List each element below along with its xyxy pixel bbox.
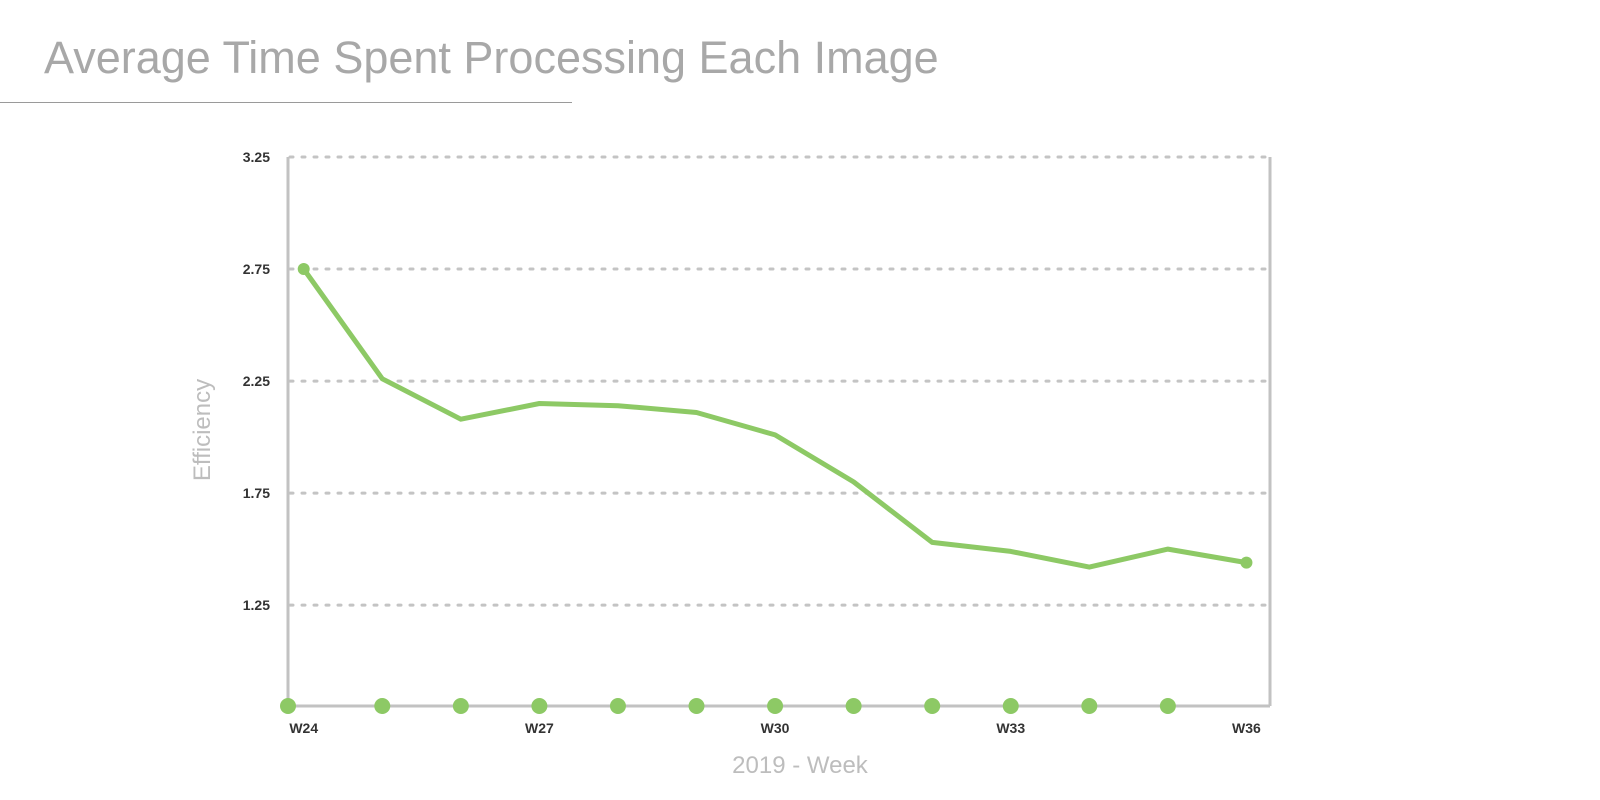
x-axis-marker: [924, 698, 941, 714]
data-point-end: [1240, 556, 1253, 569]
x-tick-label: W24: [289, 720, 318, 736]
y-tick-label: 1.75: [243, 485, 270, 501]
axes: [286, 157, 1272, 708]
title-underline: [0, 102, 572, 103]
x-axis-marker: [280, 698, 296, 714]
x-category-markers: [280, 698, 1176, 714]
x-axis-marker: [609, 698, 626, 714]
x-axis-marker: [1002, 698, 1019, 714]
x-axis-marker: [688, 698, 705, 714]
x-axis-marker: [1159, 698, 1176, 714]
series-line: [301, 266, 1249, 570]
y-axis-title: Efficiency: [189, 379, 216, 481]
data-point-start: [297, 263, 310, 276]
x-axis-marker: [531, 698, 548, 714]
x-tick-label: W27: [525, 720, 554, 736]
x-axis-marker: [452, 698, 469, 714]
x-axis-marker: [1081, 698, 1098, 714]
x-axis-marker: [767, 698, 784, 714]
x-tick-label: W36: [1232, 720, 1261, 736]
x-tick-label: W30: [761, 720, 790, 736]
y-tick-labels: 1.25 1.75 2.25 2.75 3.25: [243, 149, 270, 613]
series: [297, 263, 1253, 570]
y-tick-label: 3.25: [243, 149, 270, 165]
x-axis-marker: [845, 698, 862, 714]
y-tick-label: 2.25: [243, 373, 270, 389]
y-tick-label: 1.25: [243, 597, 270, 613]
x-axis-title: 2019 - Week: [732, 752, 869, 779]
page-title: Average Time Spent Processing Each Image: [44, 32, 939, 83]
x-tick-labels: W24 W27 W30 W33 W36: [289, 720, 1261, 736]
x-tick-label: W33: [996, 720, 1025, 736]
x-axis-marker: [374, 698, 391, 714]
grid-lines: [288, 155, 1272, 607]
y-tick-label: 2.75: [243, 261, 270, 277]
